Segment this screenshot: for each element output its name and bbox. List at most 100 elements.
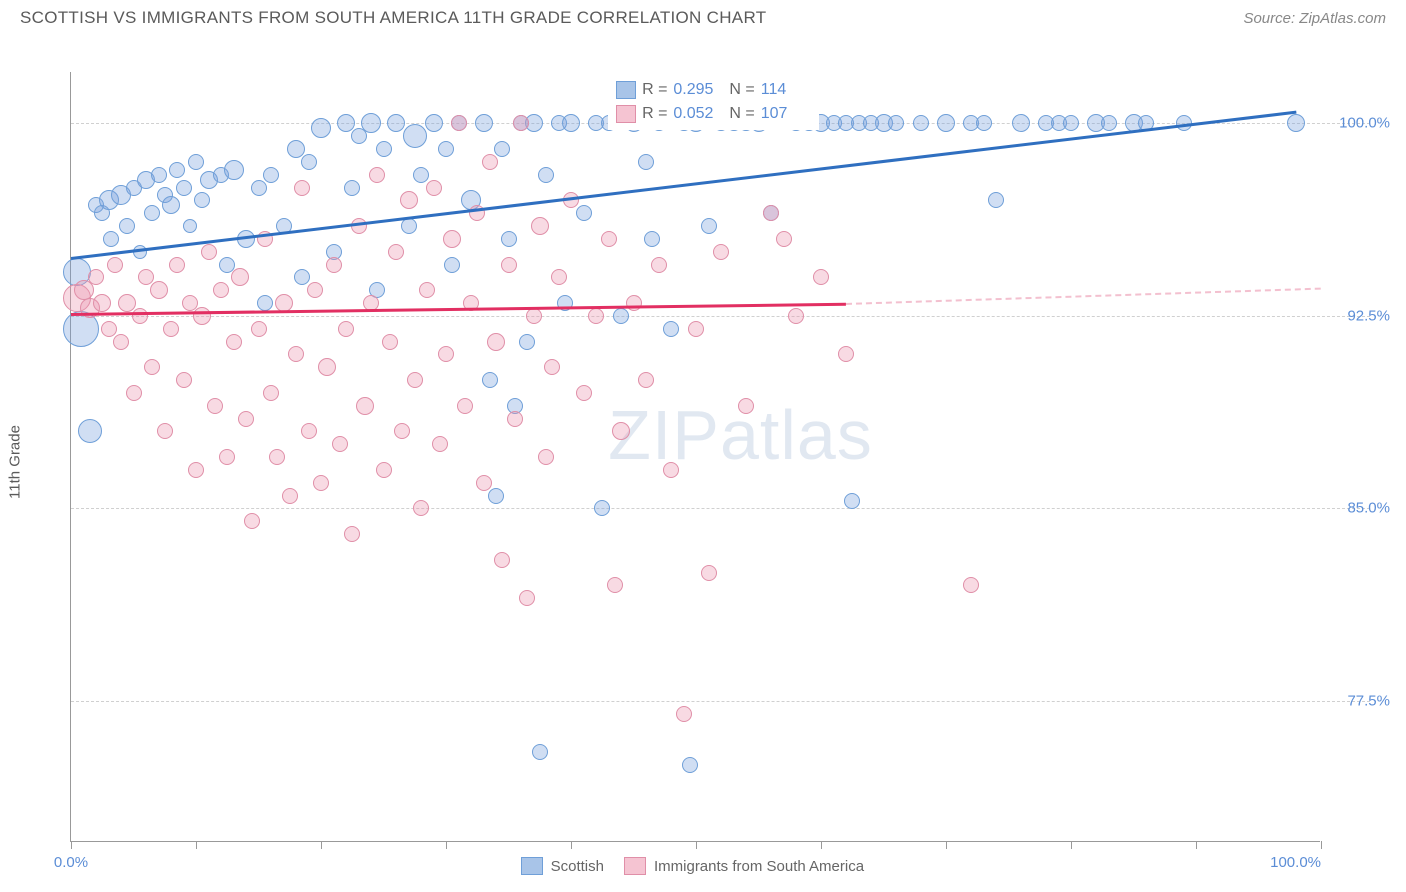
scatter-point — [401, 218, 417, 234]
scatter-point — [701, 565, 717, 581]
series-swatch — [616, 105, 636, 123]
scatter-point — [519, 590, 535, 606]
scatter-point — [288, 346, 304, 362]
scatter-point — [219, 449, 235, 465]
scatter-point — [162, 196, 180, 214]
scatter-point — [663, 462, 679, 478]
scatter-point — [244, 513, 260, 529]
legend-item: Immigrants from South America — [624, 857, 864, 875]
chart-header: SCOTTISH VS IMMIGRANTS FROM SOUTH AMERIC… — [0, 0, 1406, 32]
scatter-point — [963, 577, 979, 593]
scatter-point — [457, 398, 473, 414]
scatter-point — [157, 423, 173, 439]
scatter-point — [663, 321, 679, 337]
scatter-point — [538, 449, 554, 465]
scatter-point — [888, 115, 904, 131]
scatter-point — [413, 167, 429, 183]
scatter-point — [193, 307, 211, 325]
y-tick-label: 77.5% — [1330, 692, 1390, 709]
scatter-point — [487, 333, 505, 351]
x-tick — [196, 841, 197, 849]
scatter-point — [356, 397, 374, 415]
scatter-point — [113, 334, 129, 350]
scatter-point — [183, 219, 197, 233]
scatter-point — [682, 757, 698, 773]
scatter-point — [132, 308, 148, 324]
scatter-point — [451, 115, 467, 131]
stat-row: R =0.052N =107 — [616, 102, 811, 126]
scatter-point — [813, 269, 829, 285]
y-tick-label: 100.0% — [1330, 115, 1390, 132]
gridline — [71, 508, 1370, 509]
scatter-point — [612, 422, 630, 440]
scatter-point — [88, 269, 104, 285]
n-label: N = — [729, 102, 754, 126]
scatter-point — [101, 321, 117, 337]
scatter-point — [169, 257, 185, 273]
correlation-stats-box: R =0.295N = 114R =0.052N =107 — [608, 74, 819, 130]
scatter-point — [701, 218, 717, 234]
x-tick-label: 0.0% — [54, 854, 88, 871]
x-tick — [71, 841, 72, 849]
n-label: N = — [729, 78, 754, 102]
scatter-point — [251, 321, 267, 337]
n-value: 114 — [761, 78, 811, 102]
r-value: 0.295 — [673, 78, 723, 102]
scatter-point — [551, 269, 567, 285]
scatter-point — [226, 334, 242, 350]
scatter-point — [400, 191, 418, 209]
source-attribution: Source: ZipAtlas.com — [1243, 10, 1386, 27]
y-tick-label: 85.0% — [1330, 500, 1390, 517]
scatter-point — [482, 154, 498, 170]
legend-item: Scottish — [521, 857, 604, 875]
scatter-point — [838, 346, 854, 362]
scatter-point — [444, 257, 460, 273]
scatter-point — [376, 141, 392, 157]
scatter-point — [301, 423, 317, 439]
scatter-point — [394, 423, 410, 439]
scatter-point — [626, 295, 642, 311]
scatter-point — [494, 141, 510, 157]
y-tick-label: 92.5% — [1330, 307, 1390, 324]
r-value: 0.052 — [673, 102, 723, 126]
scatter-point — [913, 115, 929, 131]
scatter-point — [78, 419, 102, 443]
r-label: R = — [642, 78, 667, 102]
scatter-point — [231, 268, 249, 286]
scatter-point — [224, 160, 244, 180]
scatter-point — [150, 281, 168, 299]
scatter-point — [638, 372, 654, 388]
scatter-point — [476, 475, 492, 491]
scatter-point — [207, 398, 223, 414]
gridline — [71, 701, 1370, 702]
scatter-point — [294, 269, 310, 285]
scatter-point — [562, 114, 580, 132]
x-tick — [946, 841, 947, 849]
scatter-point — [344, 180, 360, 196]
scatter-point — [576, 205, 592, 221]
scatter-point — [443, 230, 461, 248]
scatter-point — [651, 257, 667, 273]
trend-line-dashed — [846, 288, 1321, 305]
scatter-point — [644, 231, 660, 247]
scatter-point — [425, 114, 443, 132]
scatter-point — [513, 115, 529, 131]
legend-label: Immigrants from South America — [654, 858, 864, 875]
scatter-point — [432, 436, 448, 452]
scatter-point — [976, 115, 992, 131]
scatter-point — [257, 295, 273, 311]
scatter-point — [501, 231, 517, 247]
scatter-point — [361, 113, 381, 133]
scatter-point — [263, 167, 279, 183]
scatter-point — [294, 180, 310, 196]
scatter-point — [326, 257, 342, 273]
x-tick — [321, 841, 322, 849]
scatter-point — [475, 114, 493, 132]
scatter-point — [519, 334, 535, 350]
scatter-point — [144, 359, 160, 375]
legend-swatch — [521, 857, 543, 875]
scatter-point — [344, 526, 360, 542]
scatter-point — [438, 346, 454, 362]
scatter-point — [1012, 114, 1030, 132]
scatter-point — [494, 552, 510, 568]
